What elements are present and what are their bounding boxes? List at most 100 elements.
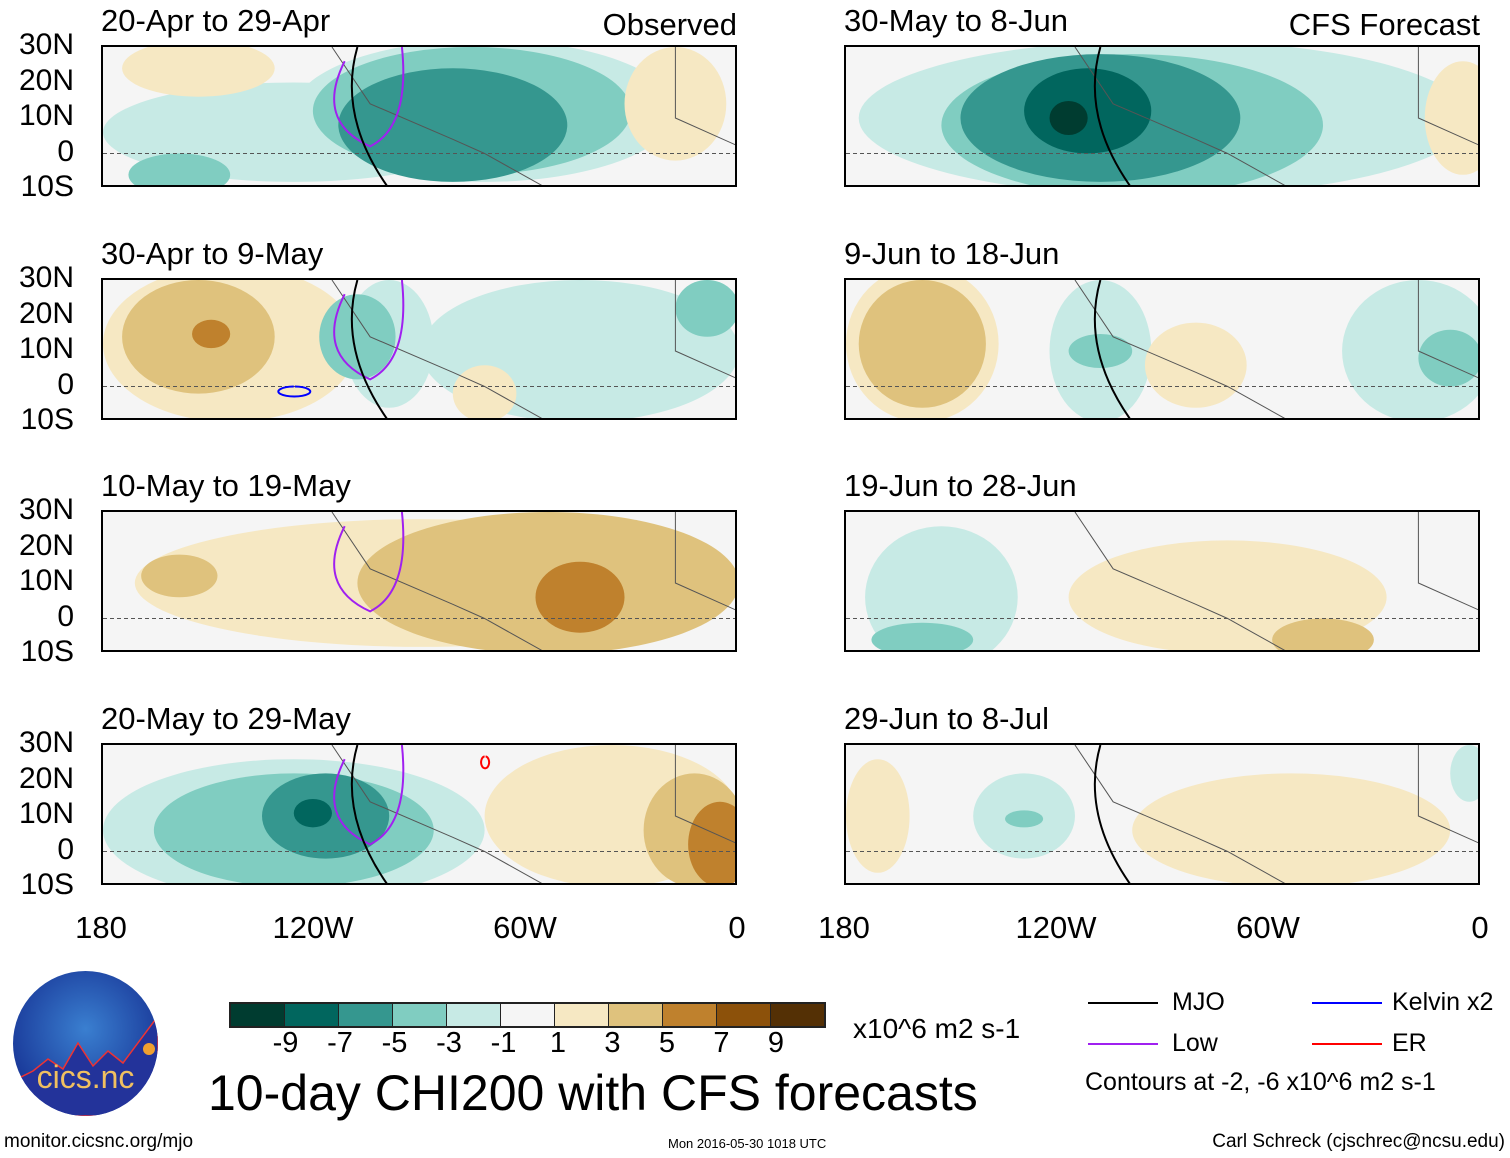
colorbar-tick-label: 1 — [549, 1027, 567, 1059]
colorbar-swatch — [447, 1004, 501, 1026]
lat-tick-label: 10N — [18, 332, 74, 365]
lat-tick-label: 0 — [57, 134, 74, 168]
lat-tick-label: 0 — [57, 599, 74, 633]
anomaly-region — [858, 280, 986, 408]
lat-tick-label: 30N — [18, 28, 74, 61]
anomaly-region — [338, 68, 568, 182]
legend-kelvin-line — [1312, 1002, 1382, 1004]
anomaly-region — [1024, 68, 1152, 154]
colorbar-swatch — [663, 1004, 717, 1026]
mjo-contour — [1093, 745, 1131, 883]
column-label: Observed — [602, 7, 737, 42]
map-panel — [101, 45, 737, 187]
panel-title: 30-May to 8-Jun — [844, 3, 1068, 38]
map-panel — [101, 278, 737, 420]
map-panel — [101, 743, 737, 885]
anomaly-region — [1144, 322, 1247, 408]
mjo-contour — [1093, 280, 1131, 418]
lat-tick-label: 30N — [18, 726, 74, 759]
lat-tick-label: 0 — [57, 832, 74, 866]
anomaly-region — [1068, 333, 1133, 369]
er-contour — [480, 755, 491, 770]
legend-kelvin: Kelvin x2 — [1392, 988, 1494, 1016]
legend-mjo: MJO — [1172, 988, 1225, 1016]
footer-author: Carl Schreck (cjschrec@ncsu.edu) — [1212, 1131, 1505, 1152]
anomaly-region — [141, 554, 218, 598]
lon-tick-label: 60W — [1236, 910, 1300, 945]
low-contour — [333, 47, 405, 148]
logo-text: cics.nc — [36, 1059, 135, 1095]
lat-tick-label: 10S — [20, 170, 74, 203]
lon-tick-label: 180 — [75, 910, 127, 945]
colorbar-tick-label: 3 — [604, 1027, 621, 1059]
mjo-contour — [350, 745, 388, 883]
lon-tick-label: 60W — [493, 910, 557, 945]
anomaly-region — [688, 801, 735, 883]
lon-tick-label: 120W — [1015, 910, 1097, 945]
colorbar-swatch — [717, 1004, 771, 1026]
panel-title: 10-May to 19-May — [101, 468, 351, 503]
lat-tick-label: 20N — [18, 296, 74, 330]
lat-tick-label: 10S — [20, 868, 74, 901]
anomaly-region — [1005, 810, 1044, 828]
coastline — [331, 745, 735, 883]
colorbar-swatch — [501, 1004, 555, 1026]
lat-tick-label: 30N — [18, 261, 74, 294]
coastline — [331, 512, 735, 650]
lat-tick-label: 10S — [20, 635, 74, 668]
panel-title: 30-Apr to 9-May — [101, 236, 324, 271]
map-panel — [844, 278, 1480, 420]
colorbar-tick-label: -9 — [272, 1027, 299, 1059]
colorbar-tick-label: -5 — [381, 1027, 408, 1059]
low-contour — [333, 512, 405, 613]
lat-tick-label: 20N — [18, 761, 74, 795]
mjo-contour — [1093, 47, 1131, 185]
lon-tick-label: 120W — [272, 910, 354, 945]
lat-tick-label: 20N — [18, 528, 74, 562]
low-contour — [333, 280, 405, 381]
kelvin-contour — [277, 385, 312, 398]
map-panel — [844, 45, 1480, 187]
lat-tick-label: 10N — [18, 564, 74, 597]
colorbar-swatch — [609, 1004, 663, 1026]
map-panel — [101, 510, 737, 652]
coastline — [1074, 512, 1478, 650]
map-panel — [844, 510, 1480, 652]
coastline — [331, 280, 735, 418]
main-title: 10-day CHI200 with CFS forecasts — [208, 1065, 978, 1121]
lat-tick-label: 0 — [57, 367, 74, 401]
anomaly-region — [871, 622, 974, 650]
lon-tick-label: 0 — [728, 910, 746, 945]
colorbar-swatch — [393, 1004, 447, 1026]
column-label: CFS Forecast — [1288, 7, 1480, 42]
lon-tick-label: 180 — [818, 910, 870, 945]
logo: cics.nc — [13, 971, 158, 1116]
anomaly-region — [846, 759, 910, 873]
coastline — [1074, 280, 1478, 418]
colorbar-swatch — [771, 1004, 824, 1026]
legend-mjo-line — [1088, 1002, 1158, 1004]
colorbar-tick-label: 7 — [713, 1027, 730, 1059]
anomaly-region — [452, 365, 517, 418]
anomaly-region — [293, 798, 332, 828]
footer-url[interactable]: monitor.cicsnc.org/mjo — [4, 1131, 194, 1152]
anomaly-region — [865, 526, 1018, 650]
panel-title: 19-Jun to 28-Jun — [844, 468, 1077, 503]
colorbar-tick-label: -3 — [436, 1027, 462, 1059]
colorbar-swatch — [339, 1004, 393, 1026]
panel-title: 9-Jun to 18-Jun — [844, 236, 1060, 271]
lat-tick-label: 30N — [18, 493, 74, 526]
lat-tick-label: 10N — [18, 797, 74, 830]
colorbar-swatch — [231, 1004, 285, 1026]
panel-title: 29-Jun to 8-Jul — [844, 701, 1050, 736]
anomaly-region — [1418, 329, 1478, 387]
colorbar-tick-label: 9 — [767, 1027, 785, 1059]
footer-timestamp: Mon 2016-05-30 1018 UTC — [668, 1136, 827, 1151]
anomaly-region — [1424, 61, 1478, 175]
coastline — [1074, 47, 1478, 185]
anomaly-region — [122, 47, 275, 97]
colorbar-tick-label: -1 — [490, 1027, 517, 1059]
legend-er-line — [1312, 1043, 1382, 1045]
anomaly-region — [128, 153, 231, 185]
contour-note: Contours at -2, -6 x10^6 m2 s-1 — [1085, 1068, 1436, 1096]
